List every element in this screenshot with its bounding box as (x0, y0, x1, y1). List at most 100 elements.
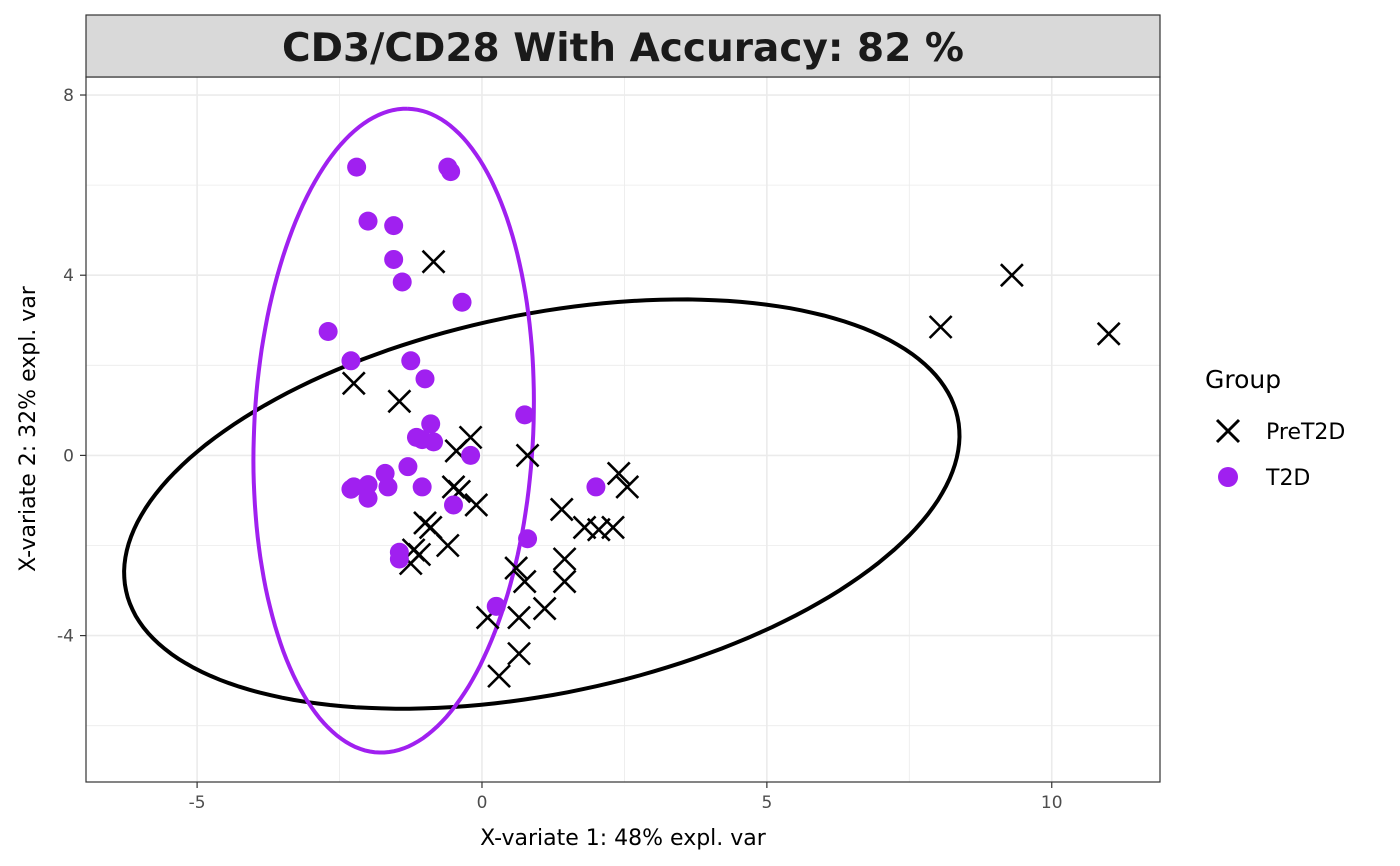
confidence-ellipses (122, 106, 962, 755)
point-pret2d (341, 371, 366, 396)
point-t2d (389, 549, 409, 569)
grid-lines (86, 77, 1160, 782)
legend-circle-marker-icon (1218, 467, 1238, 487)
point-t2d (586, 477, 606, 497)
x-marker-stroke (552, 569, 577, 594)
x-marker-stroke (1096, 321, 1121, 346)
title-strip-background (85, 14, 1161, 78)
point-pret2d (504, 556, 529, 580)
x-marker-stroke (341, 371, 366, 396)
point-t2d (358, 475, 378, 495)
legend-x-marker-icon (1215, 418, 1241, 444)
point-pret2d (512, 569, 537, 594)
legend-key-pret2d (1215, 418, 1241, 444)
y-tick-label: 4 (63, 266, 74, 286)
point-t2d (421, 414, 441, 434)
x-marker-stroke (487, 664, 511, 689)
y-axis: -4 0 4 8 (57, 86, 86, 647)
x-marker-stroke (398, 551, 423, 576)
point-t2d (341, 351, 361, 371)
point-pret2d (552, 547, 577, 571)
x-marker-stroke (444, 438, 469, 463)
x-marker-stroke (507, 641, 531, 666)
x-marker-stroke (532, 596, 557, 621)
title-strip: CD3/CD28 With Accuracy: 82 % (85, 14, 1161, 78)
point-t2d (318, 322, 338, 342)
point-t2d (441, 162, 461, 182)
point-pret2d (421, 249, 446, 274)
x-tick-label: 10 (1041, 793, 1063, 813)
y-tick-label: 8 (63, 86, 74, 106)
point-pret2d (1096, 321, 1121, 346)
point-t2d (347, 157, 367, 177)
point-t2d (412, 477, 432, 497)
point-pret2d (387, 389, 412, 414)
point-t2d (424, 432, 444, 452)
ellipse-pret2d (122, 297, 962, 711)
x-marker-stroke (421, 249, 446, 274)
point-t2d (392, 272, 412, 292)
y-tick-label: 0 (63, 446, 74, 466)
x-marker-stroke (515, 443, 540, 468)
legend-title: Group (1205, 365, 1281, 394)
x-marker-stroke (387, 389, 412, 414)
y-tick-label: -4 (57, 627, 74, 647)
legend-label-t2d: T2D (1265, 466, 1310, 491)
point-t2d (452, 292, 472, 312)
point-pret2d (549, 497, 574, 522)
x-marker-stroke (464, 493, 489, 517)
point-pret2d (435, 533, 460, 558)
x-tick-label: 0 (477, 793, 488, 813)
point-t2d (358, 488, 378, 508)
x-marker-stroke (507, 605, 531, 630)
point-t2d (384, 216, 404, 236)
point-pret2d (507, 605, 531, 630)
chart-title: CD3/CD28 With Accuracy: 82 % (282, 26, 964, 71)
x-marker-stroke (418, 515, 443, 540)
point-t2d (378, 477, 398, 497)
point-pret2d (507, 641, 531, 666)
point-pret2d (552, 569, 577, 594)
point-t2d (358, 211, 378, 231)
point-pret2d (487, 664, 511, 689)
point-t2d (415, 369, 435, 389)
y-axis-title: X-variate 2: 32% expl. var (16, 285, 41, 572)
point-pret2d (532, 596, 557, 621)
point-pret2d (615, 475, 640, 499)
x-marker-stroke (504, 556, 529, 580)
point-pret2d (464, 493, 489, 517)
point-pret2d (999, 263, 1024, 288)
x-marker-stroke (572, 515, 597, 540)
x-marker-stroke (512, 569, 537, 594)
x-marker-stroke (549, 497, 574, 522)
point-pret2d (606, 461, 631, 486)
x-tick-label: 5 (761, 793, 772, 813)
point-pret2d (515, 443, 540, 468)
ellipse-t2d (251, 106, 536, 755)
x-marker-stroke (435, 533, 460, 558)
point-t2d (384, 249, 404, 269)
x-marker-stroke (615, 475, 640, 499)
x-marker-stroke (606, 461, 631, 486)
point-pret2d (601, 515, 625, 540)
point-pret2d (928, 315, 953, 339)
point-t2d (443, 495, 463, 515)
point-t2d (486, 596, 506, 616)
x-axis: -5 0 5 10 (189, 782, 1063, 813)
x-marker-stroke (928, 315, 953, 339)
data-points (318, 157, 1121, 689)
x-tick-label: -5 (189, 793, 206, 813)
legend: Group PreT2D T2D (1205, 365, 1345, 491)
x-marker-stroke (999, 263, 1024, 288)
point-t2d (401, 351, 421, 371)
point-t2d (518, 529, 538, 549)
x-marker-stroke (552, 547, 577, 571)
point-t2d (515, 405, 535, 425)
point-t2d (341, 479, 361, 499)
legend-label-pret2d: PreT2D (1266, 420, 1345, 445)
x-axis-title: X-variate 1: 48% expl. var (480, 826, 767, 851)
x-marker-stroke (601, 515, 625, 540)
point-t2d (398, 457, 418, 477)
